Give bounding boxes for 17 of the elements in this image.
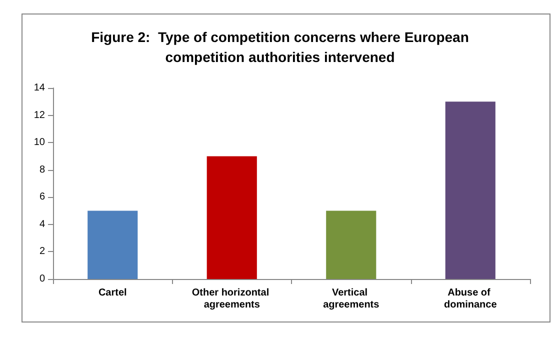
- y-tick-label: 0: [39, 274, 46, 284]
- y-tick-label: 8: [39, 164, 46, 176]
- y-tick-label: 6: [39, 192, 46, 203]
- y-tick-label: 2: [39, 246, 46, 258]
- y-tick-label: 12: [34, 110, 46, 121]
- chart-title: Figure 2: Type of competition concerns where European competition authorities intervened: [91, 29, 469, 65]
- y-tick-label: 10: [34, 137, 46, 148]
- x-tick-label: Other horizontal agreements: [192, 288, 272, 310]
- x-tick-label: Vertical agreements: [323, 288, 380, 310]
- y-tick-label: 4: [39, 218, 46, 230]
- bar: [206, 156, 257, 279]
- x-tick-label: Abuse of dominance: [444, 288, 498, 310]
- bar: [88, 210, 138, 279]
- x-tick-label: Cartel: [98, 288, 128, 298]
- bar: [326, 210, 376, 279]
- bar: [445, 102, 496, 279]
- y-tick-label: 14: [34, 82, 46, 94]
